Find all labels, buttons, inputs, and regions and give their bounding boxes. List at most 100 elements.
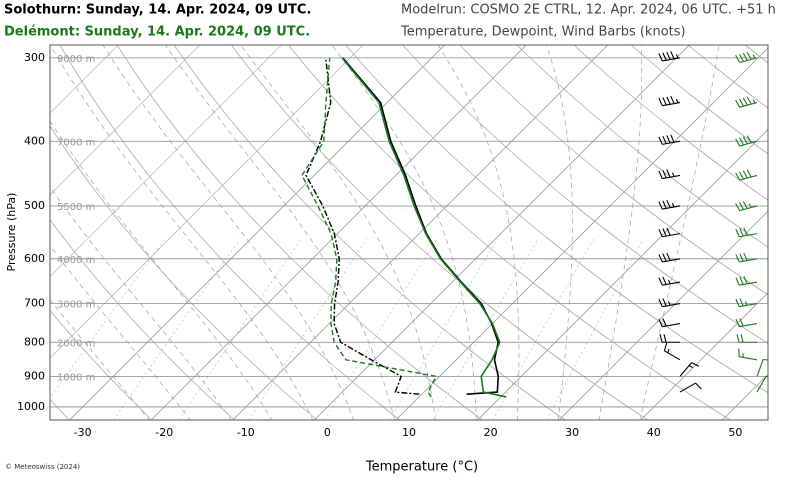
wind-barb	[735, 96, 758, 108]
background-lines	[50, 45, 768, 420]
isotherm-grid-line	[395, 47, 768, 420]
wind-barb	[679, 362, 700, 377]
moist-adiabat	[50, 120, 273, 420]
caption: Temperature, Dewpoint, Wind Barbs (knots…	[400, 25, 686, 40]
wind-barb	[735, 227, 758, 238]
wind-barb	[756, 358, 768, 377]
altitude-label: 3000 m	[57, 300, 95, 311]
x-tick-label: 20	[484, 426, 498, 439]
isotherm-grid-line	[640, 292, 768, 420]
wind-barb	[658, 51, 681, 62]
wind-barb	[658, 252, 681, 263]
x-tick-label: -20	[155, 426, 173, 439]
isotherm-grid-line	[232, 45, 609, 420]
wind-barb	[658, 199, 681, 210]
y-tick-label: 300	[24, 51, 45, 64]
moist-adiabat	[50, 45, 314, 420]
altitude-label: 4000 m	[57, 255, 95, 266]
mixing-ratio-line	[389, 238, 499, 420]
dry-adiabat	[402, 45, 768, 344]
altitude-label: 2000 m	[57, 338, 95, 349]
dry-adiabat	[50, 125, 318, 420]
wind-barb	[735, 169, 758, 181]
dry-adiabat	[345, 45, 768, 394]
isotherm	[50, 45, 119, 114]
moist-adiabat	[50, 186, 232, 420]
wind-barb	[658, 318, 681, 328]
moist-adiabat	[437, 45, 520, 420]
model-run: Modelrun: COSMO 2E CTRL, 12. Apr. 2024, …	[401, 3, 776, 18]
x-tick-label: -30	[74, 426, 92, 439]
x-tick-label: 30	[565, 426, 579, 439]
wind-barb	[658, 227, 681, 238]
wind-barb	[658, 95, 681, 107]
isotherm	[50, 45, 364, 359]
moist-adiabat	[164, 45, 395, 420]
wind-barb	[735, 298, 758, 308]
y-tick-label: 800	[24, 335, 45, 348]
y-axis-label: Pressure (hPa)	[5, 193, 18, 272]
x-tick-label: 40	[647, 426, 661, 439]
moist-adiabat	[598, 45, 643, 420]
wind-barb	[735, 201, 758, 212]
wind-barb	[735, 252, 758, 263]
wind-barb	[658, 276, 681, 286]
x-tick-label: -10	[237, 426, 255, 439]
isotherm-grid-line	[558, 210, 768, 420]
wind-barb	[658, 134, 681, 145]
wind-barb	[735, 318, 758, 328]
mixing-ratio-line	[50, 238, 166, 399]
wind-barb	[658, 298, 681, 308]
dry-adiabat	[59, 45, 401, 420]
wind-barb	[679, 382, 702, 393]
wind-barb	[735, 51, 758, 64]
y-tick-label: 900	[24, 369, 45, 382]
isotherm	[50, 45, 201, 196]
plot-frame	[49, 44, 769, 421]
isotherm	[50, 45, 282, 277]
dewpoint-line	[305, 57, 420, 395]
y-tick-label: 500	[24, 199, 45, 212]
dry-adiabat	[630, 45, 768, 155]
wind-barb	[756, 375, 768, 393]
dry-adiabat	[50, 219, 235, 420]
altitude-label: 7000 m	[57, 137, 95, 148]
y-tick-label: 1000	[17, 400, 45, 413]
dry-adiabat	[687, 45, 768, 109]
mixing-ratio-line	[248, 238, 368, 420]
wind-barb	[735, 276, 758, 286]
dewpoint-line	[301, 57, 438, 398]
credit: © Meteoswiss (2024)	[5, 463, 80, 471]
isotherm-grid-line	[69, 45, 445, 420]
moist-adiabat	[639, 45, 720, 420]
moist-adiabat	[102, 45, 355, 420]
mixing-ratio-line	[113, 238, 241, 420]
moist-adiabat	[331, 45, 477, 420]
temperature-line	[341, 57, 507, 398]
mixing-ratio-line	[178, 238, 302, 420]
wind-barb	[659, 334, 680, 343]
mixing-ratio-line	[324, 238, 438, 420]
profiles	[301, 51, 768, 398]
dry-adiabat	[516, 45, 768, 248]
dry-adiabat	[50, 309, 153, 420]
y-tick-label: 600	[24, 252, 45, 265]
dry-adiabat	[459, 45, 768, 296]
x-tick-label: 0	[324, 426, 331, 439]
wind-barb	[738, 348, 758, 361]
moist-adiabat	[545, 45, 573, 420]
chart-subtitle: Delémont: Sunday, 14. Apr. 2024, 09 UTC.	[4, 25, 310, 40]
wind-barb	[658, 169, 681, 180]
altitude-label: 9000 m	[57, 54, 95, 65]
moist-adiabat	[240, 45, 436, 420]
y-tick-label: 700	[24, 297, 45, 310]
dry-adiabat	[230, 45, 648, 420]
chart-title: Solothurn: Sunday, 14. Apr. 2024, 09 UTC…	[4, 3, 311, 18]
x-tick-label: 50	[728, 426, 742, 439]
y-tick-label: 400	[24, 134, 45, 147]
altitude-label: 5500 m	[57, 202, 95, 213]
wind-barb	[735, 135, 758, 147]
altitude-label: 1000 m	[57, 372, 95, 383]
temperature-line	[342, 57, 500, 396]
